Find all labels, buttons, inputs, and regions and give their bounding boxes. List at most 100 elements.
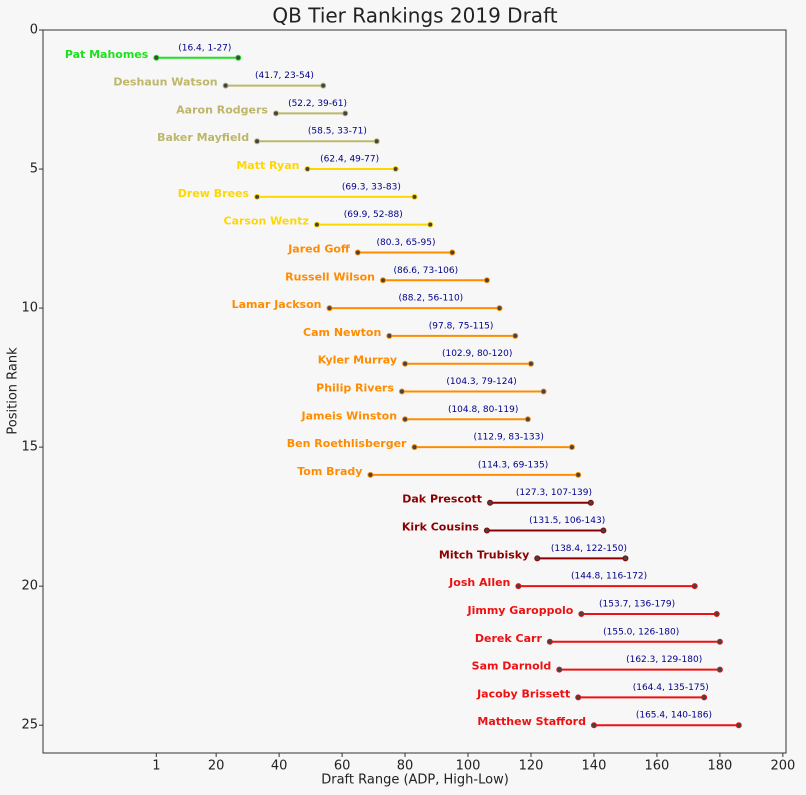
value-label: (102.9, 80-120) bbox=[442, 349, 512, 359]
chart-title: QB Tier Rankings 2019 Draft bbox=[272, 4, 557, 28]
value-label: (144.8, 116-172) bbox=[571, 572, 647, 582]
player-name: Kirk Cousins bbox=[402, 521, 479, 534]
low-dot bbox=[354, 249, 361, 256]
high-dot bbox=[716, 666, 723, 673]
player-name: Pat Mahomes bbox=[65, 48, 149, 61]
x-tick-label: 200 bbox=[770, 759, 795, 774]
low-dot bbox=[578, 610, 585, 617]
player-name: Kyler Murray bbox=[318, 354, 397, 367]
y-tick-label: 5 bbox=[30, 162, 38, 177]
low-dot bbox=[411, 444, 418, 451]
value-label: (88.2, 56-110) bbox=[399, 294, 464, 304]
high-dot bbox=[320, 82, 327, 89]
high-dot bbox=[600, 527, 607, 534]
high-dot bbox=[622, 555, 629, 562]
low-dot bbox=[272, 110, 279, 117]
low-dot bbox=[380, 277, 387, 284]
low-dot bbox=[483, 527, 490, 534]
player-name: Dak Prescott bbox=[402, 493, 482, 506]
player-name: Sam Darnold bbox=[472, 660, 552, 673]
x-tick-label: 180 bbox=[707, 759, 732, 774]
value-label: (164.4, 135-175) bbox=[633, 683, 709, 693]
high-dot bbox=[449, 249, 456, 256]
high-dot bbox=[587, 499, 594, 506]
player-name: Derek Carr bbox=[475, 632, 543, 645]
player-name: Philip Rivers bbox=[316, 382, 394, 395]
y-axis-label: Position Rank bbox=[6, 347, 21, 435]
value-label: (131.5, 106-143) bbox=[529, 516, 605, 526]
high-dot bbox=[373, 138, 380, 145]
value-label: (138.4, 122-150) bbox=[551, 544, 627, 554]
low-dot bbox=[367, 471, 374, 478]
value-label: (165.4, 140-186) bbox=[636, 711, 712, 721]
player-name: Jameis Winston bbox=[301, 409, 398, 422]
player-name: Tom Brady bbox=[297, 465, 362, 478]
high-dot bbox=[512, 332, 519, 339]
high-dot bbox=[713, 610, 720, 617]
high-dot bbox=[735, 722, 742, 729]
value-label: (41.7, 23-54) bbox=[255, 71, 314, 81]
player-name: Ben Roethlisberger bbox=[287, 437, 407, 450]
player-name: Drew Brees bbox=[178, 187, 250, 200]
player-name: Jimmy Garoppolo bbox=[467, 604, 574, 617]
high-dot bbox=[483, 277, 490, 284]
low-dot bbox=[546, 638, 553, 645]
value-label: (58.5, 33-71) bbox=[308, 127, 367, 137]
x-tick-label: 140 bbox=[582, 759, 607, 774]
player-name: Matthew Stafford bbox=[477, 715, 586, 728]
player-name: Aaron Rodgers bbox=[176, 103, 268, 116]
y-tick-label: 15 bbox=[21, 440, 38, 455]
low-dot bbox=[222, 82, 229, 89]
low-dot bbox=[254, 193, 261, 200]
value-label: (69.3, 33-83) bbox=[342, 182, 401, 192]
low-dot bbox=[304, 166, 311, 173]
player-name: Jacoby Brissett bbox=[476, 687, 570, 700]
player-name: Matt Ryan bbox=[236, 159, 299, 172]
high-dot bbox=[342, 110, 349, 117]
low-dot bbox=[534, 555, 541, 562]
x-tick-label: 60 bbox=[334, 759, 351, 774]
value-label: (114.3, 69-135) bbox=[478, 460, 548, 470]
y-tick-label: 25 bbox=[21, 718, 38, 733]
low-dot bbox=[590, 722, 597, 729]
high-dot bbox=[540, 388, 547, 395]
low-dot bbox=[487, 499, 494, 506]
value-label: (52.2, 39-61) bbox=[288, 99, 347, 109]
low-dot bbox=[398, 388, 405, 395]
low-dot bbox=[556, 666, 563, 673]
low-dot bbox=[386, 332, 393, 339]
value-label: (80.3, 65-95) bbox=[377, 238, 436, 248]
x-tick-label: 80 bbox=[397, 759, 414, 774]
player-name: Cam Newton bbox=[303, 326, 381, 339]
low-dot bbox=[575, 694, 582, 701]
low-dot bbox=[254, 138, 261, 145]
y-tick-label: 20 bbox=[21, 579, 38, 594]
x-tick-label: 40 bbox=[271, 759, 288, 774]
value-label: (127.3, 107-139) bbox=[516, 488, 592, 498]
player-name: Russell Wilson bbox=[285, 270, 375, 283]
value-label: (69.9, 52-88) bbox=[344, 210, 403, 220]
low-dot bbox=[313, 221, 320, 228]
low-dot bbox=[402, 360, 409, 367]
value-label: (162.3, 129-180) bbox=[626, 655, 702, 665]
player-name: Lamar Jackson bbox=[232, 298, 322, 311]
high-dot bbox=[568, 444, 575, 451]
high-dot bbox=[701, 694, 708, 701]
high-dot bbox=[527, 360, 534, 367]
value-label: (97.8, 75-115) bbox=[429, 321, 494, 331]
high-dot bbox=[691, 583, 698, 590]
x-tick-label: 20 bbox=[208, 759, 225, 774]
value-label: (16.4, 1-27) bbox=[178, 43, 231, 53]
high-dot bbox=[496, 305, 503, 312]
value-label: (112.9, 83-133) bbox=[473, 433, 543, 443]
low-dot bbox=[515, 583, 522, 590]
value-label: (62.4, 49-77) bbox=[320, 155, 379, 165]
high-dot bbox=[524, 416, 531, 423]
player-name: Carson Wentz bbox=[224, 215, 309, 228]
player-name: Josh Allen bbox=[448, 576, 510, 589]
high-dot bbox=[575, 471, 582, 478]
x-tick-label: 120 bbox=[519, 759, 544, 774]
low-dot bbox=[402, 416, 409, 423]
